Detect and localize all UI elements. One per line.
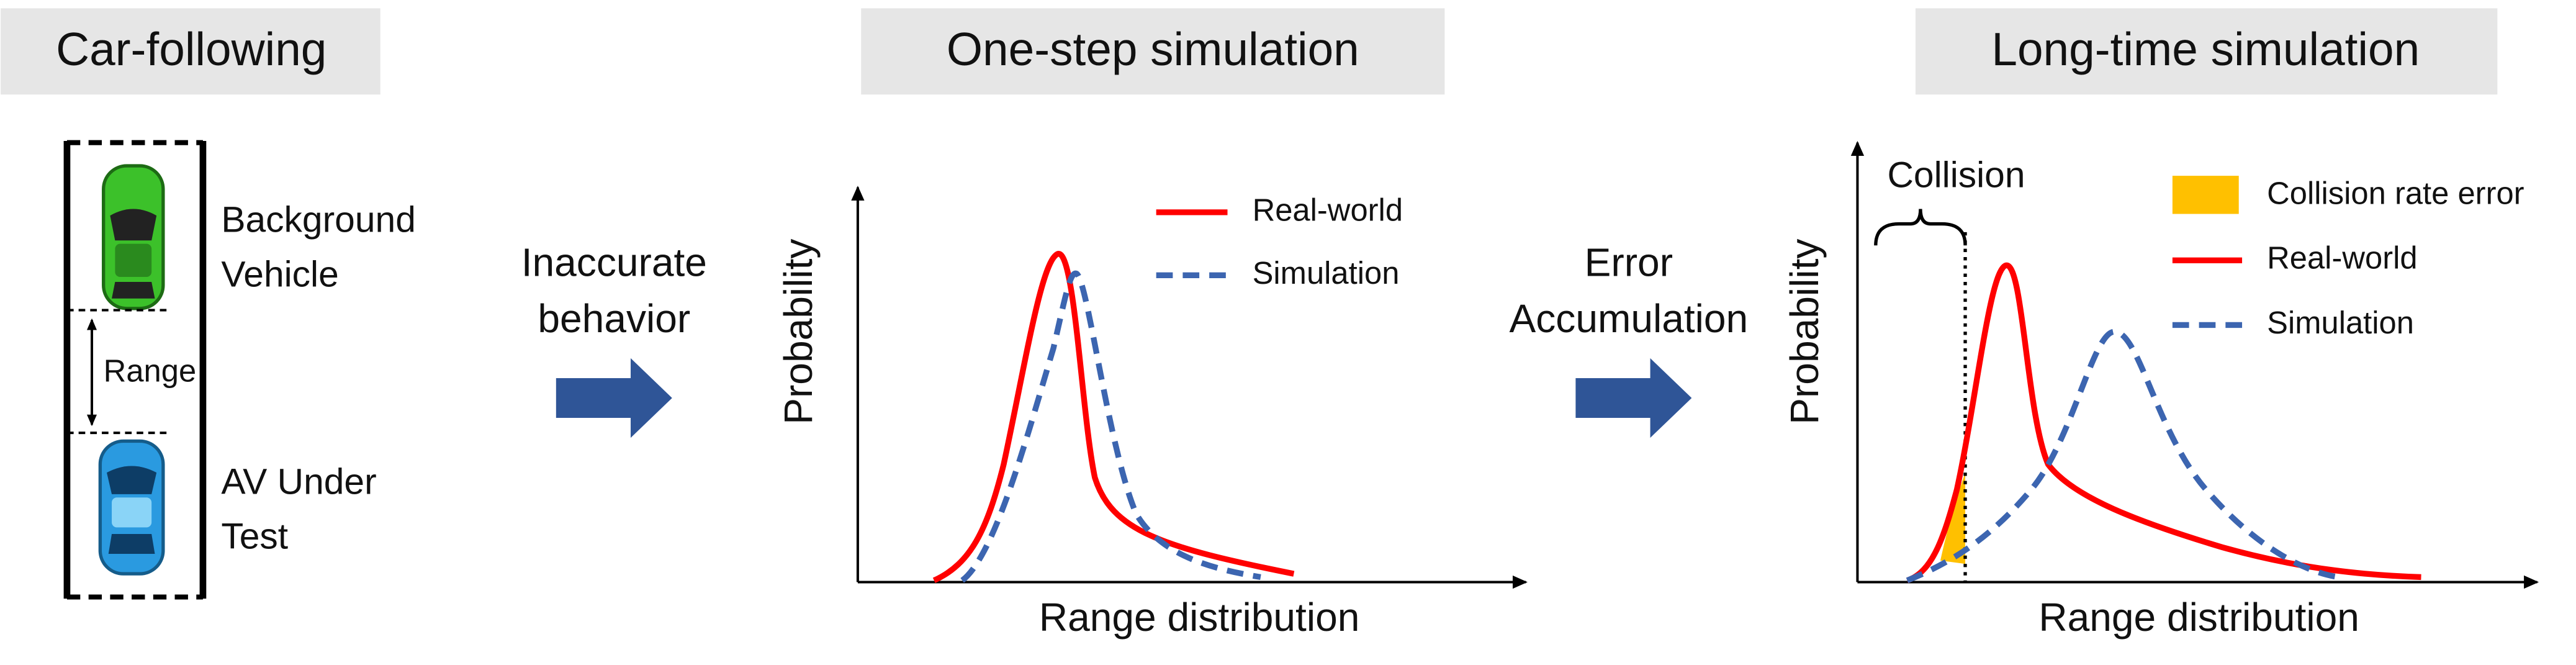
arrow-label: Error: [1585, 240, 1673, 284]
title-box: [861, 8, 1445, 95]
collision-brace: [1874, 209, 1967, 246]
block-arrow: [1575, 358, 1692, 438]
real-world-curve: [1906, 262, 2421, 584]
panel-title: One-step simulation: [947, 23, 1359, 75]
panel-title: Car-following: [56, 23, 327, 75]
legend-label: Simulation: [2267, 305, 2414, 340]
collision-error-area: [1940, 473, 1966, 564]
arrow-label: Inaccurate: [521, 240, 707, 284]
panel-title: Long-time simulation: [1991, 23, 2420, 75]
legend-label: Simulation: [1253, 255, 1400, 291]
real-world-curve: [932, 250, 1295, 584]
legend-label: Real-world: [2267, 240, 2417, 276]
arrow-label: behavior: [538, 296, 690, 341]
collision-label: Collision: [1888, 155, 2025, 195]
legend-label: Real-world: [1253, 192, 1403, 227]
x-axis-label: Range distribution: [1039, 595, 1360, 640]
x-axis-label: Range distribution: [2038, 595, 2359, 640]
vehicle-label: AV Under: [221, 461, 376, 502]
lane-frame: [63, 140, 207, 600]
vehicle-label: Test: [221, 517, 288, 557]
vehicle-label: Vehicle: [221, 255, 338, 295]
simulation-curve: [1906, 328, 2339, 584]
y-axis-label: Probability: [776, 239, 821, 425]
vehicle-label: Background: [221, 199, 416, 240]
range-label: Range: [104, 353, 197, 388]
arrow-label: Accumulation: [1510, 296, 1749, 341]
y-axis-label: Probability: [1782, 239, 1827, 425]
legend-label: Collision rate error: [2267, 176, 2524, 211]
simulation-curve: [960, 270, 1261, 583]
legend-swatch: [2172, 176, 2239, 214]
title-box: [1, 8, 381, 95]
green-car: [102, 164, 165, 310]
blue-car: [98, 439, 165, 576]
title-box: [1915, 8, 2498, 95]
block-arrow: [556, 358, 672, 438]
